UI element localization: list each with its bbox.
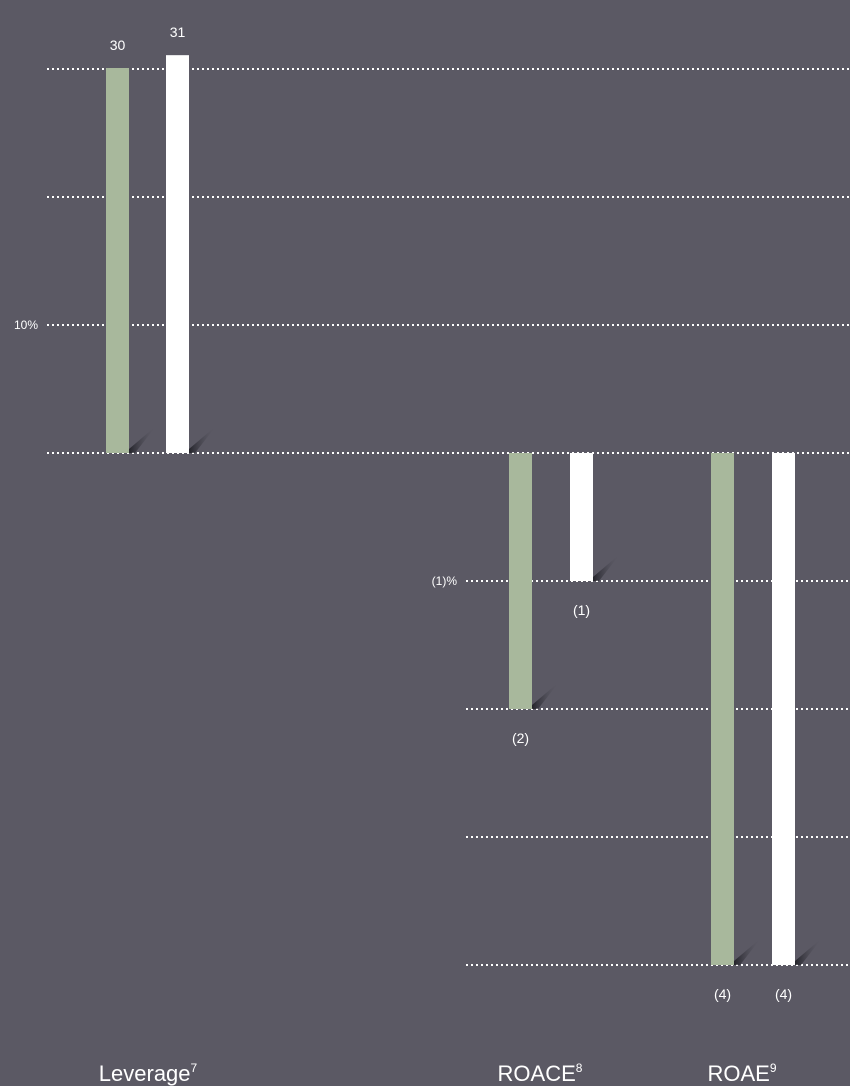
- bar-top-s1-c0: [166, 55, 189, 454]
- bar-top-s0-c0-shadow: [129, 426, 156, 453]
- bar-top-s0-c0: [106, 68, 129, 453]
- bar-bottom-s1-c1-shadow: [795, 938, 822, 965]
- bar-bottom-s0-c1-shadow: [734, 938, 761, 965]
- category-label-roace: ROACE8: [498, 1061, 583, 1086]
- ytick-label-bottom: (1)%: [432, 574, 458, 588]
- category-label-roae: ROAE9: [707, 1061, 776, 1086]
- ytick-label-top: 10%: [14, 318, 38, 332]
- bar-shadows: [129, 426, 822, 965]
- category-label-leverage-footnote: 7: [191, 1061, 198, 1075]
- bar-bottom-s0-c0-shadow: [532, 682, 559, 709]
- bar-top-s1-c0-value-label: 31: [170, 24, 186, 40]
- bar-top-s0-c0-value-label: 30: [110, 37, 126, 53]
- labels: 10% (1)% 30 31 (2) (4) (1) (4) Leverage7 ROACE8 RO…: [14, 24, 792, 1086]
- bars: [106, 55, 795, 965]
- bar-bottom-s0-c1: [711, 453, 734, 965]
- category-label-roae-footnote: 9: [770, 1061, 777, 1075]
- bar-bottom-s0-c0: [509, 453, 532, 709]
- bar-bottom-s1-c0-shadow: [593, 554, 620, 581]
- bar-bottom-s1-c0-value-label: (1): [573, 602, 590, 618]
- bar-bottom-s0-c0-value-label: (2): [512, 730, 529, 746]
- bar-bottom-s1-c1: [772, 453, 795, 965]
- category-label-roace-footnote: 8: [576, 1061, 583, 1075]
- bar-bottom-s1-c0: [570, 453, 593, 581]
- bar-bottom-s0-c1-value-label: (4): [714, 986, 731, 1002]
- bar-bottom-s1-c1-value-label: (4): [775, 986, 792, 1002]
- bar-top-s1-c0-shadow: [189, 426, 216, 453]
- category-label-leverage: Leverage7: [99, 1061, 198, 1086]
